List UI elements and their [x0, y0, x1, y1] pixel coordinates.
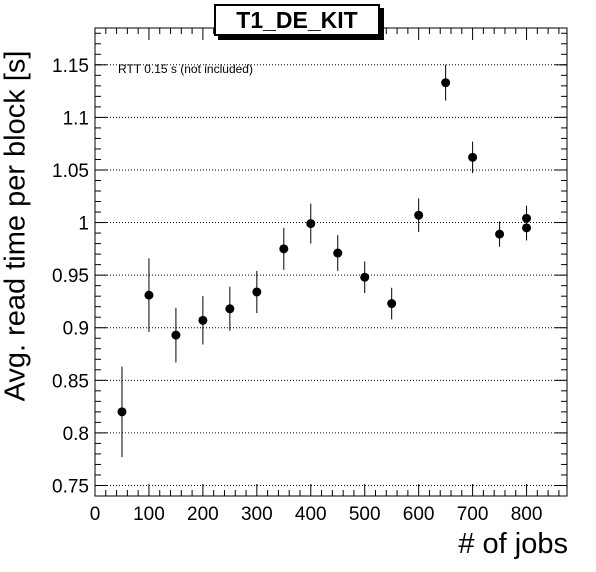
- plot-frame: [94, 27, 568, 497]
- x-tick-label: 0: [90, 504, 101, 525]
- y-tick-label: 0.85: [52, 371, 89, 392]
- y-tick-label: 0.75: [52, 476, 89, 497]
- y-tick-label: 1.1: [63, 108, 89, 129]
- x-tick-label: 800: [511, 504, 543, 525]
- axis-ticks: [94, 28, 567, 497]
- y-axis-label: Avg. read time per block [s]: [0, 50, 32, 402]
- data-point: [225, 304, 235, 314]
- x-tick-label: 400: [295, 504, 327, 525]
- data-point: [279, 244, 289, 254]
- data-point: [144, 290, 154, 300]
- data-point: [252, 287, 262, 297]
- tick-labels: 0.75 0.8 0.85 0.9 0.95 1 1.05 1.1 1.15 0 100 200 300…: [52, 56, 542, 525]
- x-tick-label: 100: [133, 504, 165, 525]
- grid-lines: [95, 64, 567, 486]
- x-tick-label: 500: [349, 504, 381, 525]
- data-point: [414, 210, 424, 220]
- data-point: [495, 229, 505, 239]
- y-tick-label: 1.15: [52, 56, 89, 77]
- y-tick-label: 0.8: [63, 424, 89, 445]
- y-tick-label: 1: [78, 214, 89, 235]
- data-point: [468, 152, 478, 162]
- data-point: [306, 219, 316, 229]
- x-tick-label: 300: [241, 504, 273, 525]
- x-tick-label: 600: [403, 504, 435, 525]
- data-point: [522, 223, 532, 233]
- data-point: [198, 315, 208, 325]
- data-point: [441, 78, 451, 88]
- error-bars: [121, 64, 528, 458]
- y-tick-label: 0.95: [52, 266, 89, 287]
- y-tick-label: 1.05: [52, 161, 89, 182]
- data-point: [522, 213, 532, 223]
- y-tick-label: 0.9: [63, 319, 89, 340]
- data-point: [117, 407, 127, 417]
- x-tick-label: 200: [187, 504, 219, 525]
- x-tick-label: 700: [457, 504, 489, 525]
- x-axis-label: # of jobs: [458, 528, 568, 560]
- data-points: [117, 78, 532, 417]
- rtt-annotation: RTT 0.15 s (not included): [118, 62, 253, 76]
- data-point: [360, 272, 370, 282]
- data-point: [387, 299, 397, 309]
- data-point: [171, 330, 181, 340]
- chart-title: T1_DE_KIT: [214, 4, 380, 36]
- data-point: [333, 248, 343, 258]
